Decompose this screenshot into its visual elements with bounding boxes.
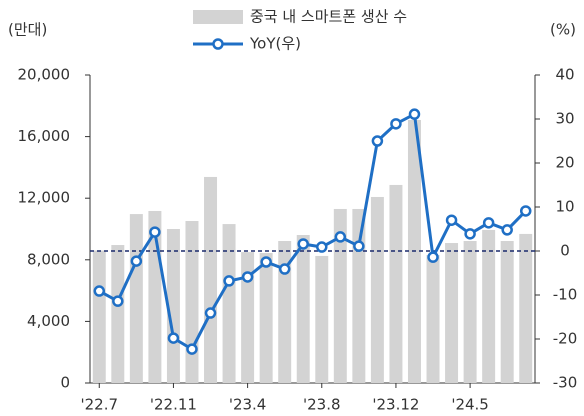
bar: [259, 253, 273, 383]
marker: [445, 214, 458, 226]
y2-tick-label: -10: [553, 286, 578, 304]
marker: [427, 251, 439, 263]
bar: [241, 252, 255, 383]
bar: [278, 241, 292, 383]
marker: [334, 231, 347, 243]
marker: [371, 135, 384, 147]
y-tick-label: 0: [60, 374, 70, 392]
marker: [464, 228, 476, 240]
bar: [352, 208, 366, 383]
bar: [519, 233, 533, 383]
bar: [111, 245, 125, 383]
marker: [482, 217, 495, 229]
x-tick-label: '22.7: [81, 396, 119, 414]
marker: [278, 263, 291, 275]
marker: [501, 224, 513, 236]
x-tick-label: '22.11: [150, 396, 197, 414]
y2-tick-label: 10: [555, 198, 574, 216]
legend-marker: [212, 38, 224, 50]
bar: [222, 224, 236, 383]
bar: [426, 255, 440, 383]
x-tick-label: '24.5: [451, 396, 489, 414]
marker: [186, 343, 198, 355]
bar: [482, 229, 496, 383]
y-tick-label: 12,000: [18, 189, 71, 207]
marker: [390, 118, 402, 130]
left-unit: (만대): [8, 21, 47, 39]
x-tick-label: '23.8: [303, 396, 341, 414]
bar: [463, 241, 477, 383]
marker: [167, 332, 180, 344]
right-unit: (%): [550, 21, 576, 39]
bar: [92, 250, 106, 383]
marker: [297, 238, 309, 250]
y2-tick-label: -30: [553, 374, 578, 392]
bar: [333, 208, 347, 383]
marker: [519, 205, 532, 217]
line: [98, 111, 527, 352]
y-tick-label: 4,000: [27, 312, 70, 330]
marker: [149, 226, 161, 238]
bar: [315, 255, 329, 383]
bar: [166, 229, 180, 383]
bar: [296, 235, 310, 383]
bar: [389, 184, 403, 383]
marker: [260, 256, 272, 268]
y-tick-label: 16,000: [18, 127, 71, 145]
marker: [241, 271, 254, 283]
marker: [204, 307, 217, 319]
bar: [185, 220, 199, 383]
y2-tick-label: 40: [555, 66, 574, 84]
x-tick-label: '23.12: [372, 396, 419, 414]
bar: [500, 241, 514, 383]
y-tick-label: 8,000: [27, 250, 70, 268]
marker: [112, 295, 124, 307]
x-tick-label: '23.4: [229, 396, 267, 414]
marker: [353, 240, 365, 252]
marker: [130, 255, 143, 267]
y2-tick-label: -20: [553, 330, 578, 348]
marker: [316, 241, 328, 253]
marker: [223, 275, 235, 287]
legend-label: 중국 내 스마트폰 생산 수: [250, 8, 407, 26]
y2-tick-label: 0: [560, 242, 570, 260]
bar: [204, 176, 218, 383]
y-tick-label: 20,000: [18, 66, 71, 84]
legend-swatch: [193, 10, 243, 24]
marker: [93, 285, 106, 297]
legend-label: YoY(우): [249, 35, 301, 53]
marker: [408, 108, 421, 120]
y2-tick-label: 20: [555, 154, 574, 172]
bar: [129, 214, 143, 383]
y2-tick-label: 30: [555, 110, 574, 128]
bar: [370, 196, 384, 383]
bar: [445, 243, 459, 383]
